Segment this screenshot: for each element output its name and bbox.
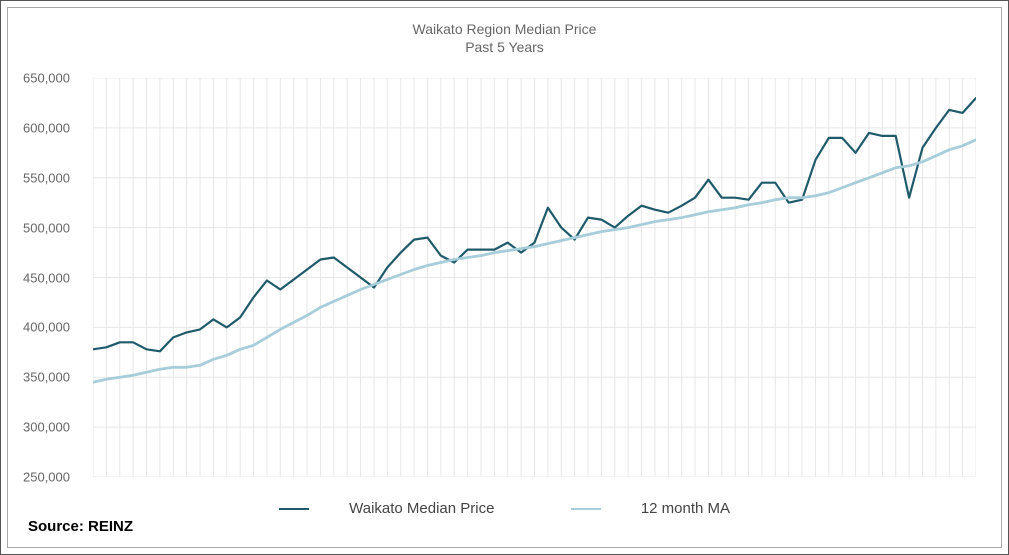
y-tick-label: 500,000 — [23, 220, 70, 235]
y-tick-label: 350,000 — [23, 370, 70, 385]
legend-label-series1: Waikato Median Price — [349, 500, 494, 517]
legend-label-series2: 12 month MA — [641, 500, 730, 517]
chart-title-line2: Past 5 Years — [8, 38, 1001, 56]
legend-item-series1: Waikato Median Price — [261, 500, 517, 517]
chart-title-line1: Waikato Region Median Price — [8, 20, 1001, 38]
legend-swatch-series1 — [279, 508, 309, 510]
plot-area — [93, 78, 976, 477]
legend: Waikato Median Price 12 month MA — [8, 500, 1001, 517]
chart-svg — [93, 78, 976, 477]
y-tick-label: 300,000 — [23, 420, 70, 435]
y-tick-label: 400,000 — [23, 320, 70, 335]
source-label: Source: — [28, 518, 84, 535]
y-tick-label: 250,000 — [23, 470, 70, 485]
y-tick-label: 650,000 — [23, 71, 70, 86]
legend-item-series2: 12 month MA — [553, 500, 748, 517]
y-tick-label: 450,000 — [23, 270, 70, 285]
chart-frame: Waikato Region Median Price Past 5 Years… — [0, 0, 1009, 555]
y-tick-label: 550,000 — [23, 170, 70, 185]
y-tick-label: 600,000 — [23, 120, 70, 135]
source-value: REINZ — [88, 518, 133, 535]
chart-inner-border: Waikato Region Median Price Past 5 Years… — [7, 7, 1002, 548]
source-attribution: Source: REINZ — [28, 518, 133, 535]
legend-swatch-series2 — [571, 508, 601, 511]
